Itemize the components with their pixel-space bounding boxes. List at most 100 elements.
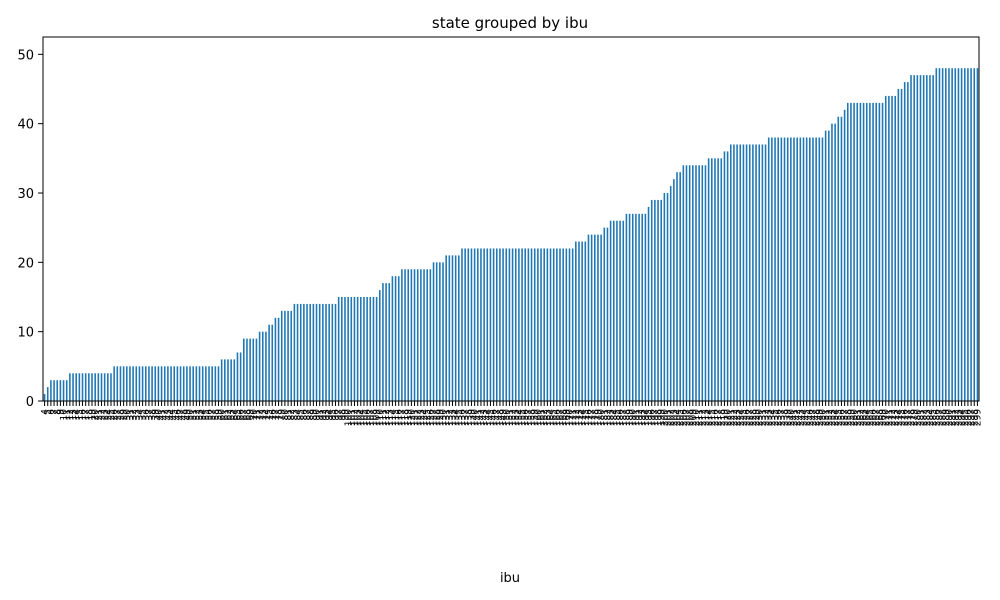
x-tick-label-69: 73 <box>259 409 269 420</box>
bar-244 <box>815 137 817 401</box>
x-tick-label-253: 257 <box>841 409 851 426</box>
bar-181 <box>616 220 618 401</box>
bar-26 <box>126 366 128 401</box>
y-tick-label-2: 20 <box>17 256 34 271</box>
x-tick-label-87: 91 <box>316 409 326 420</box>
bar-73 <box>274 317 277 401</box>
x-tick-label-18: 22 <box>98 409 108 420</box>
x-tick-label-265: 269 <box>879 409 889 426</box>
bar-242 <box>809 137 811 401</box>
bar-209 <box>704 165 707 401</box>
bar-104 <box>372 297 375 401</box>
bar-70 <box>265 331 267 401</box>
x-tick-label-107: 111 <box>379 409 389 426</box>
x-tick-label-157: 161 <box>537 409 547 426</box>
bar-96 <box>347 297 349 401</box>
bar-48 <box>195 366 198 401</box>
x-tick-label-208: 212 <box>698 409 708 426</box>
bar-208 <box>701 165 704 401</box>
x-tick-label-23: 27 <box>113 409 123 420</box>
bar-122 <box>429 269 432 401</box>
x-tick-label-98: 102 <box>350 409 360 426</box>
x-tick-label-283: 287 <box>935 409 945 426</box>
x-tick-label-32: 36 <box>142 409 152 421</box>
x-tick-label-109: 113 <box>385 409 395 426</box>
bar-165 <box>565 248 568 401</box>
bar-145 <box>502 248 504 401</box>
bar-285 <box>945 68 947 401</box>
x-tick-label-40: 44 <box>167 409 177 421</box>
x-tick-label-2: 6 <box>47 409 57 415</box>
bar-16 <box>94 373 96 401</box>
bar-153 <box>527 248 530 401</box>
bar-143 <box>495 248 498 401</box>
bar-268 <box>891 95 893 402</box>
x-tick-label-259: 263 <box>860 409 870 426</box>
x-tick-label-243: 247 <box>809 409 819 426</box>
bar-232 <box>777 137 779 401</box>
x-tick-label-13: 17 <box>82 409 92 420</box>
x-tick-label-5: 9 <box>56 409 66 415</box>
bar-47 <box>192 366 194 401</box>
bar-231 <box>774 137 776 401</box>
x-tick-label-246: 250 <box>818 409 828 426</box>
x-tick-label-96: 100 <box>344 409 354 426</box>
x-tick-label-134: 138 <box>464 409 474 426</box>
bar-191 <box>647 206 650 401</box>
bar-95 <box>344 297 346 401</box>
x-tick-label-272: 276 <box>901 409 911 426</box>
x-tick-label-222: 226 <box>743 409 753 426</box>
x-tick-label-20: 24 <box>104 409 114 421</box>
bar-229 <box>767 137 770 401</box>
x-tick-label-233: 237 <box>777 409 787 426</box>
x-tick-label-94: 98 <box>338 409 348 421</box>
x-axis-label: ibu <box>500 571 520 586</box>
bar-190 <box>644 213 647 401</box>
x-tick-label-199: 203 <box>670 409 680 426</box>
bar-86 <box>315 303 318 401</box>
bar-98 <box>353 297 356 401</box>
bar-251 <box>837 116 840 401</box>
x-tick-label-224: 228 <box>749 409 759 426</box>
x-tick-label-174: 178 <box>591 409 601 426</box>
x-tick-label-0: 4 <box>41 409 51 415</box>
bar-15 <box>91 373 93 401</box>
x-tick-label-293: 297 <box>967 409 977 426</box>
bar-series <box>43 68 979 402</box>
x-tick-label-256: 260 <box>850 409 860 426</box>
bar-150 <box>518 248 520 401</box>
x-tick-label-229: 233 <box>765 409 775 426</box>
bar-33 <box>148 366 150 401</box>
bar-85 <box>312 303 315 401</box>
x-tick-label-217: 221 <box>727 409 737 426</box>
x-tick-label-3: 7 <box>50 409 60 415</box>
bar-182 <box>619 220 621 401</box>
x-tick-label-249: 253 <box>828 409 838 426</box>
bar-279 <box>926 75 928 401</box>
x-tick-label-266: 270 <box>882 409 892 426</box>
y-tick-label-0: 0 <box>26 395 34 410</box>
x-tick-label-10: 14 <box>72 409 82 421</box>
bar-245 <box>818 137 821 401</box>
x-tick-label-70: 74 <box>262 409 272 421</box>
x-tick-label-212: 216 <box>711 409 721 426</box>
bar-44 <box>182 366 185 401</box>
x-tick-label-86: 90 <box>313 409 323 421</box>
bar-11 <box>78 373 81 401</box>
bar-170 <box>581 241 583 401</box>
x-tick-label-125: 129 <box>436 409 446 426</box>
bar-118 <box>416 269 419 401</box>
x-tick-label-175: 179 <box>594 409 604 426</box>
bar-204 <box>688 165 691 401</box>
bar-189 <box>641 213 644 401</box>
x-tick-label-207: 211 <box>695 409 705 426</box>
x-tick-label-108: 112 <box>382 409 392 426</box>
x-tick-label-140: 144 <box>483 409 493 426</box>
x-tick-label-101: 105 <box>360 409 370 426</box>
bar-60 <box>233 359 236 401</box>
bar-267 <box>888 95 890 402</box>
x-tick-label-6: 10 <box>60 409 70 421</box>
x-tick-label-202: 206 <box>679 409 689 426</box>
x-tick-label-273: 277 <box>904 409 914 426</box>
chart-title: state grouped by ibu <box>432 14 588 32</box>
